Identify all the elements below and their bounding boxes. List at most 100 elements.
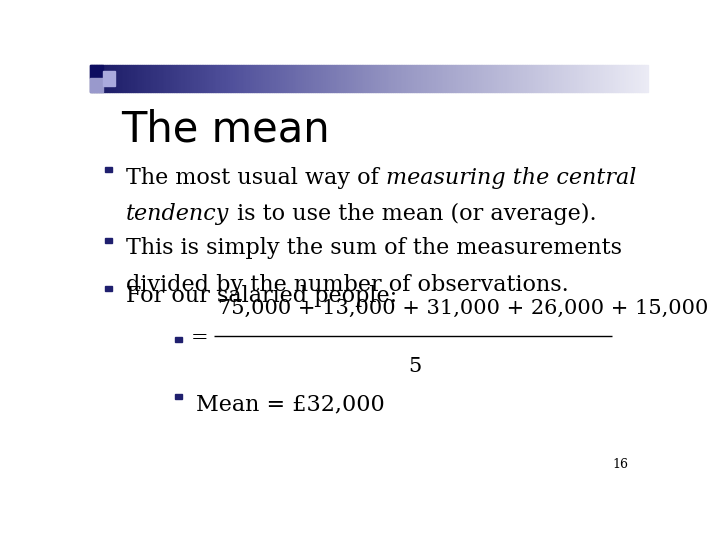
Bar	[102, 71, 115, 86]
Bar	[469, 65, 472, 92]
Bar	[142, 65, 144, 92]
Bar	[459, 65, 460, 92]
Bar	[125, 65, 127, 92]
Bar	[641, 65, 642, 92]
Bar	[311, 65, 313, 92]
Bar	[138, 65, 140, 92]
Bar	[97, 65, 99, 92]
Bar	[269, 65, 271, 92]
Bar	[490, 65, 492, 92]
Bar	[606, 65, 607, 92]
Bar	[285, 65, 287, 92]
Bar	[114, 65, 116, 92]
Bar	[131, 65, 132, 92]
Bar	[120, 65, 122, 92]
Bar	[600, 65, 601, 92]
Bar	[239, 65, 240, 92]
Text: The most usual way of: The most usual way of	[126, 167, 386, 188]
Bar	[415, 65, 418, 92]
Bar	[107, 65, 109, 92]
Bar	[289, 65, 291, 92]
Text: divided by the number of observations.: divided by the number of observations.	[126, 274, 569, 296]
Bar	[544, 65, 546, 92]
Bar	[92, 65, 94, 92]
Bar	[601, 65, 603, 92]
Bar	[271, 65, 272, 92]
Bar	[352, 65, 354, 92]
Bar	[406, 65, 408, 92]
Bar	[445, 65, 447, 92]
Bar	[105, 286, 112, 291]
Bar	[310, 65, 311, 92]
Bar	[529, 65, 531, 92]
Bar	[231, 65, 233, 92]
Bar	[228, 65, 230, 92]
Bar	[207, 65, 209, 92]
Bar	[607, 65, 609, 92]
Bar	[585, 65, 587, 92]
Bar	[258, 65, 259, 92]
Bar	[624, 65, 626, 92]
Bar	[266, 65, 269, 92]
Bar	[168, 65, 170, 92]
Bar	[613, 65, 615, 92]
Bar	[521, 65, 523, 92]
Bar	[118, 65, 120, 92]
Text: The mean: The mean	[121, 109, 329, 151]
Bar	[320, 65, 323, 92]
Bar	[454, 65, 456, 92]
Bar	[378, 65, 380, 92]
Bar	[499, 65, 501, 92]
Bar	[226, 65, 228, 92]
Bar	[293, 65, 294, 92]
Bar	[129, 65, 131, 92]
Bar	[90, 65, 92, 92]
Bar	[233, 65, 235, 92]
Bar	[360, 65, 361, 92]
Bar	[397, 65, 399, 92]
Bar	[438, 65, 440, 92]
Bar	[386, 65, 387, 92]
Bar	[384, 65, 386, 92]
Text: is to use the mean (or average).: is to use the mean (or average).	[230, 203, 596, 225]
Bar	[405, 65, 406, 92]
Bar	[575, 65, 577, 92]
Bar	[176, 65, 177, 92]
Bar	[441, 65, 444, 92]
Bar	[432, 65, 434, 92]
Bar	[436, 65, 438, 92]
Bar	[105, 65, 107, 92]
Bar	[485, 65, 486, 92]
Bar	[633, 65, 635, 92]
Bar	[507, 65, 508, 92]
Bar	[122, 65, 124, 92]
Bar	[248, 65, 250, 92]
Bar	[572, 65, 574, 92]
Bar	[540, 65, 542, 92]
Bar	[447, 65, 449, 92]
Bar	[562, 65, 564, 92]
Bar	[467, 65, 469, 92]
Bar	[358, 65, 360, 92]
Bar	[217, 65, 218, 92]
Bar	[456, 65, 458, 92]
Bar	[294, 65, 297, 92]
Bar	[306, 65, 307, 92]
Bar	[235, 65, 237, 92]
Bar	[192, 65, 194, 92]
Bar	[213, 65, 215, 92]
Bar	[166, 65, 168, 92]
Bar	[616, 65, 618, 92]
Bar	[568, 65, 570, 92]
Bar	[204, 65, 205, 92]
Bar	[628, 65, 629, 92]
Bar	[185, 65, 186, 92]
Bar	[392, 65, 393, 92]
Bar	[110, 65, 112, 92]
Bar	[291, 65, 293, 92]
Bar	[479, 65, 481, 92]
Bar	[577, 65, 579, 92]
Bar	[274, 65, 276, 92]
Bar	[159, 65, 161, 92]
Bar	[153, 65, 155, 92]
